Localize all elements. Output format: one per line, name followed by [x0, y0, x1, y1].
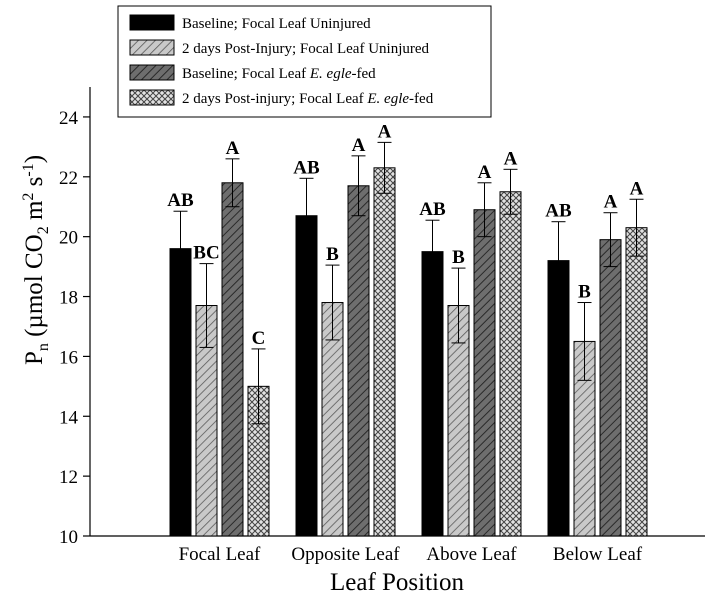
y-axis-title: Pn (µmol CO2 m2 s-1): [20, 155, 52, 365]
y-tick-label: 22: [59, 168, 78, 189]
y-tick-label: 14: [59, 407, 79, 428]
legend-label: 2 days Post-Injury; Focal Leaf Uninjured: [182, 41, 430, 57]
y-tick-label: 24: [59, 108, 79, 129]
significance-label: AB: [419, 199, 446, 220]
x-category-label: Opposite Leaf: [291, 544, 400, 565]
bar: [221, 182, 244, 537]
x-category-label: Above Leaf: [426, 544, 517, 565]
significance-label: BC: [193, 243, 219, 264]
bar: [347, 185, 370, 537]
legend-box: [117, 5, 492, 118]
legend-swatch: [129, 14, 175, 31]
y-tick-label: 10: [59, 527, 78, 548]
significance-label: A: [504, 148, 518, 169]
bar: [295, 215, 318, 537]
legend-swatch: [129, 64, 175, 81]
bar: [625, 227, 648, 537]
significance-label: A: [352, 135, 366, 156]
bar: [421, 251, 444, 537]
significance-label: C: [252, 328, 266, 349]
bar: [373, 167, 396, 537]
bar: [169, 248, 192, 537]
significance-label: B: [326, 244, 339, 265]
significance-label: A: [478, 162, 492, 183]
legend-label: Baseline; Focal Leaf Uninjured: [182, 16, 371, 32]
bar: [499, 191, 522, 537]
significance-label: B: [578, 282, 591, 303]
significance-label: AB: [167, 190, 194, 211]
significance-label: B: [452, 247, 465, 268]
legend: Baseline; Focal Leaf Uninjured 2 days Pos…: [117, 5, 492, 118]
legend-swatch: [129, 39, 175, 56]
bar: [547, 260, 570, 537]
significance-label: A: [604, 192, 618, 213]
bars: [169, 141, 648, 537]
significance-label: A: [630, 178, 644, 199]
x-axis-title: Leaf Position: [330, 569, 465, 596]
x-category-label: Focal Leaf: [179, 544, 261, 565]
legend-swatch: [129, 89, 175, 106]
significance-label: AB: [293, 157, 320, 178]
y-tick-label: 18: [59, 288, 78, 309]
significance-label: A: [378, 121, 392, 142]
significance-label: A: [226, 138, 240, 159]
y-tick-label: 12: [59, 467, 78, 488]
legend-label: Baseline; Focal Leaf E. egle-fed: [182, 66, 376, 82]
x-category-label: Below Leaf: [553, 544, 643, 565]
y-tick-label: 20: [59, 228, 78, 249]
significance-label: AB: [545, 201, 572, 222]
bar: [599, 239, 622, 537]
legend-label: 2 days Post-injury; Focal Leaf E. egle-f…: [182, 91, 434, 107]
y-tick-label: 16: [59, 347, 78, 368]
bar: [473, 209, 496, 537]
